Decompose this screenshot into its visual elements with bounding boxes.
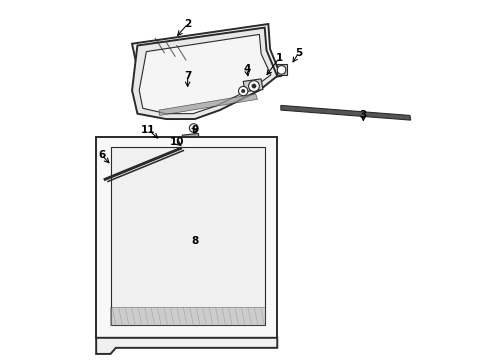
Polygon shape [183, 148, 196, 158]
Polygon shape [281, 105, 411, 120]
Text: 6: 6 [98, 150, 105, 160]
Polygon shape [141, 30, 273, 89]
Text: 2: 2 [184, 19, 191, 29]
Text: 1: 1 [275, 53, 283, 63]
Circle shape [179, 143, 186, 150]
Text: 9: 9 [191, 125, 198, 135]
Circle shape [186, 140, 193, 148]
Text: 10: 10 [170, 138, 184, 147]
Circle shape [242, 89, 245, 93]
Polygon shape [179, 146, 200, 157]
Polygon shape [159, 94, 258, 116]
Bar [276, 64, 287, 75]
Polygon shape [96, 137, 277, 338]
Polygon shape [96, 338, 277, 354]
Polygon shape [132, 28, 277, 119]
Circle shape [277, 66, 286, 74]
Text: 7: 7 [184, 71, 191, 81]
Text: 4: 4 [243, 64, 250, 74]
Text: 11: 11 [141, 125, 155, 135]
Circle shape [190, 124, 198, 132]
Polygon shape [111, 147, 265, 325]
Circle shape [239, 86, 248, 96]
Text: 5: 5 [295, 48, 302, 58]
Polygon shape [182, 134, 199, 142]
Polygon shape [243, 79, 263, 91]
Polygon shape [139, 35, 271, 114]
Circle shape [248, 81, 259, 91]
Polygon shape [110, 307, 265, 325]
Circle shape [97, 176, 108, 186]
Text: 8: 8 [191, 236, 198, 246]
Text: 3: 3 [360, 111, 367, 121]
Polygon shape [132, 24, 281, 94]
Circle shape [252, 84, 256, 88]
